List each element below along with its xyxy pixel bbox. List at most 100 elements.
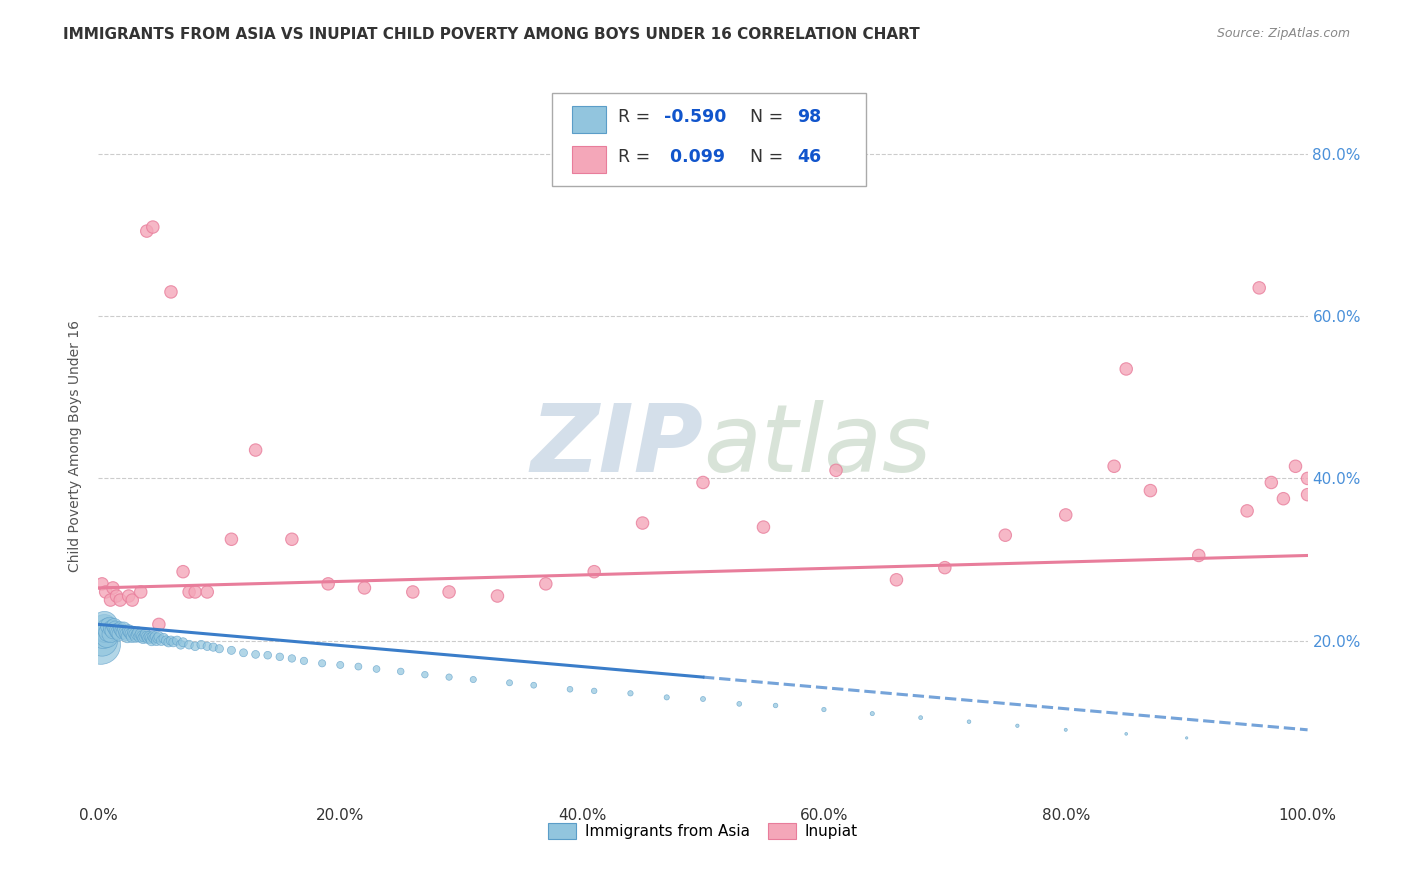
- Point: [136, 631, 159, 645]
- Point: [94, 625, 117, 640]
- Point: [179, 585, 201, 599]
- Point: [366, 662, 388, 676]
- Point: [292, 654, 315, 668]
- Point: [155, 633, 177, 648]
- Point: [143, 630, 166, 644]
- Point: [232, 646, 254, 660]
- Point: [135, 224, 157, 238]
- Point: [143, 631, 166, 645]
- Point: [437, 670, 460, 684]
- Point: [281, 651, 304, 665]
- Point: [108, 622, 131, 636]
- Point: [125, 630, 148, 644]
- Point: [91, 630, 114, 644]
- Point: [108, 627, 131, 641]
- Text: atlas: atlas: [703, 401, 931, 491]
- Point: [558, 682, 581, 697]
- FancyBboxPatch shape: [551, 93, 866, 186]
- Point: [245, 443, 267, 458]
- Point: [162, 635, 184, 649]
- Text: -0.590: -0.590: [664, 108, 727, 126]
- Point: [1260, 475, 1282, 490]
- Text: 0.099: 0.099: [664, 148, 725, 166]
- Point: [152, 631, 174, 645]
- Point: [105, 589, 128, 603]
- Point: [172, 565, 194, 579]
- Point: [127, 627, 149, 641]
- Point: [100, 593, 122, 607]
- Point: [110, 624, 132, 638]
- Point: [190, 638, 212, 652]
- Point: [523, 678, 546, 692]
- Point: [583, 684, 606, 698]
- Point: [583, 565, 606, 579]
- Point: [101, 581, 124, 595]
- FancyBboxPatch shape: [572, 106, 606, 133]
- Point: [813, 702, 835, 716]
- Point: [1236, 504, 1258, 518]
- Point: [692, 475, 714, 490]
- Point: [994, 528, 1017, 542]
- Point: [90, 638, 112, 652]
- Point: [655, 690, 678, 705]
- Point: [146, 631, 169, 645]
- Point: [1175, 731, 1198, 745]
- Point: [221, 643, 243, 657]
- Point: [128, 630, 150, 644]
- Text: N =: N =: [740, 108, 789, 126]
- Point: [118, 589, 141, 603]
- Point: [166, 633, 188, 648]
- Text: N =: N =: [740, 148, 789, 166]
- Point: [139, 631, 162, 645]
- Point: [1115, 362, 1137, 376]
- Point: [184, 585, 207, 599]
- Text: IMMIGRANTS FROM ASIA VS INUPIAT CHILD POVERTY AMONG BOYS UNDER 16 CORRELATION CH: IMMIGRANTS FROM ASIA VS INUPIAT CHILD PO…: [63, 27, 920, 42]
- Point: [1007, 719, 1029, 733]
- Point: [202, 640, 225, 654]
- Point: [1054, 723, 1077, 737]
- Point: [402, 585, 425, 599]
- Text: 46: 46: [797, 148, 821, 166]
- Point: [134, 630, 156, 644]
- Point: [132, 631, 155, 645]
- Point: [221, 533, 243, 547]
- Point: [121, 630, 143, 644]
- Point: [107, 625, 129, 640]
- Point: [115, 627, 138, 641]
- Point: [141, 633, 163, 648]
- Point: [135, 630, 157, 644]
- Point: [108, 593, 131, 607]
- Point: [124, 627, 146, 641]
- Point: [160, 285, 183, 299]
- Point: [886, 573, 908, 587]
- Point: [96, 622, 118, 636]
- Point: [129, 585, 152, 599]
- Point: [311, 657, 333, 671]
- Point: [353, 581, 375, 595]
- Point: [104, 622, 127, 636]
- Point: [692, 692, 714, 706]
- Text: ZIP: ZIP: [530, 400, 703, 492]
- Point: [195, 640, 218, 654]
- Point: [486, 589, 509, 603]
- Point: [825, 463, 848, 477]
- Point: [172, 635, 194, 649]
- Point: [1296, 471, 1319, 485]
- Point: [135, 627, 157, 641]
- Point: [114, 625, 136, 640]
- Point: [631, 516, 654, 530]
- Point: [957, 714, 980, 729]
- Point: [1115, 727, 1137, 741]
- Point: [93, 622, 115, 636]
- Point: [1102, 459, 1125, 474]
- Point: [860, 706, 883, 721]
- Point: [728, 697, 751, 711]
- Point: [1272, 491, 1295, 506]
- Point: [105, 624, 128, 638]
- Point: [117, 630, 139, 644]
- Point: [118, 624, 141, 638]
- Point: [281, 533, 304, 547]
- Point: [94, 585, 117, 599]
- FancyBboxPatch shape: [572, 146, 606, 173]
- Point: [100, 627, 122, 641]
